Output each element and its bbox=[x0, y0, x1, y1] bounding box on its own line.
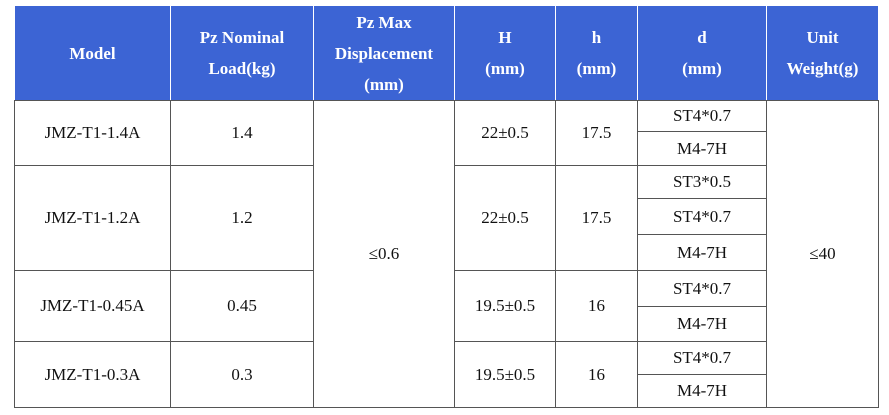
cell: 0.3 bbox=[170, 341, 314, 408]
cell: ≤40 bbox=[766, 100, 879, 408]
cell: JMZ-T1-1.4A bbox=[14, 100, 171, 166]
cell: JMZ-T1-1.2A bbox=[14, 165, 171, 271]
header-text: h bbox=[591, 28, 602, 47]
cell: M4-7H bbox=[637, 234, 767, 271]
cell: ST3*0.5 bbox=[637, 165, 767, 199]
header-cell: Unit Weight(g) bbox=[766, 5, 879, 101]
header-cell: d (mm) bbox=[637, 5, 767, 101]
header-text: Unit bbox=[806, 28, 839, 47]
cell: M4-7H bbox=[637, 131, 767, 166]
spec-table: Model Pz Nominal Load(kg) Pz Max Displacemen… bbox=[14, 5, 879, 408]
cell: 16 bbox=[555, 270, 638, 342]
header-text: (mm) bbox=[576, 59, 617, 78]
header-text: (mm) bbox=[485, 59, 525, 78]
cell: 16 bbox=[555, 341, 638, 408]
header-text: Model bbox=[69, 43, 116, 63]
cell: 19.5±0.5 bbox=[454, 341, 556, 408]
cell: 17.5 bbox=[555, 165, 638, 271]
header-cell: H (mm) bbox=[454, 5, 556, 101]
header-row: Model Pz Nominal Load(kg) Pz Max Displacemen… bbox=[14, 5, 879, 101]
cell: 22±0.5 bbox=[454, 165, 556, 271]
cell: 1.2 bbox=[170, 165, 314, 271]
cell: ST4*0.7 bbox=[637, 100, 767, 132]
cell: ST4*0.7 bbox=[637, 270, 767, 307]
header-text: H bbox=[498, 28, 512, 47]
cell: ≤0.6 bbox=[313, 100, 455, 408]
cell: 19.5±0.5 bbox=[454, 270, 556, 342]
cell: M4-7H bbox=[637, 374, 767, 408]
cell: ST4*0.7 bbox=[637, 198, 767, 235]
header-text: (mm) bbox=[364, 74, 404, 94]
cell: JMZ-T1-0.45A bbox=[14, 270, 171, 342]
header-text: Pz Max bbox=[356, 12, 412, 32]
cell: M4-7H bbox=[637, 306, 767, 342]
header-cell: Model bbox=[14, 5, 171, 101]
cell: JMZ-T1-0.3A bbox=[14, 341, 171, 408]
header-cell: Pz Nominal Load(kg) bbox=[170, 5, 314, 101]
cell: ST4*0.7 bbox=[637, 341, 767, 375]
cell: 17.5 bbox=[555, 100, 638, 166]
header-text: Load(kg) bbox=[208, 59, 276, 78]
cell: 1.4 bbox=[170, 100, 314, 166]
header-text: Pz Nominal bbox=[199, 28, 285, 47]
header-text: (mm) bbox=[682, 59, 722, 78]
cell: 0.45 bbox=[170, 270, 314, 342]
header-text: Weight(g) bbox=[786, 59, 859, 78]
header-text: Displacement bbox=[334, 43, 434, 63]
cell: 22±0.5 bbox=[454, 100, 556, 166]
header-cell: Pz Max Displacement (mm) bbox=[313, 5, 455, 101]
header-text: d bbox=[697, 28, 707, 47]
header-cell: h (mm) bbox=[555, 5, 638, 101]
